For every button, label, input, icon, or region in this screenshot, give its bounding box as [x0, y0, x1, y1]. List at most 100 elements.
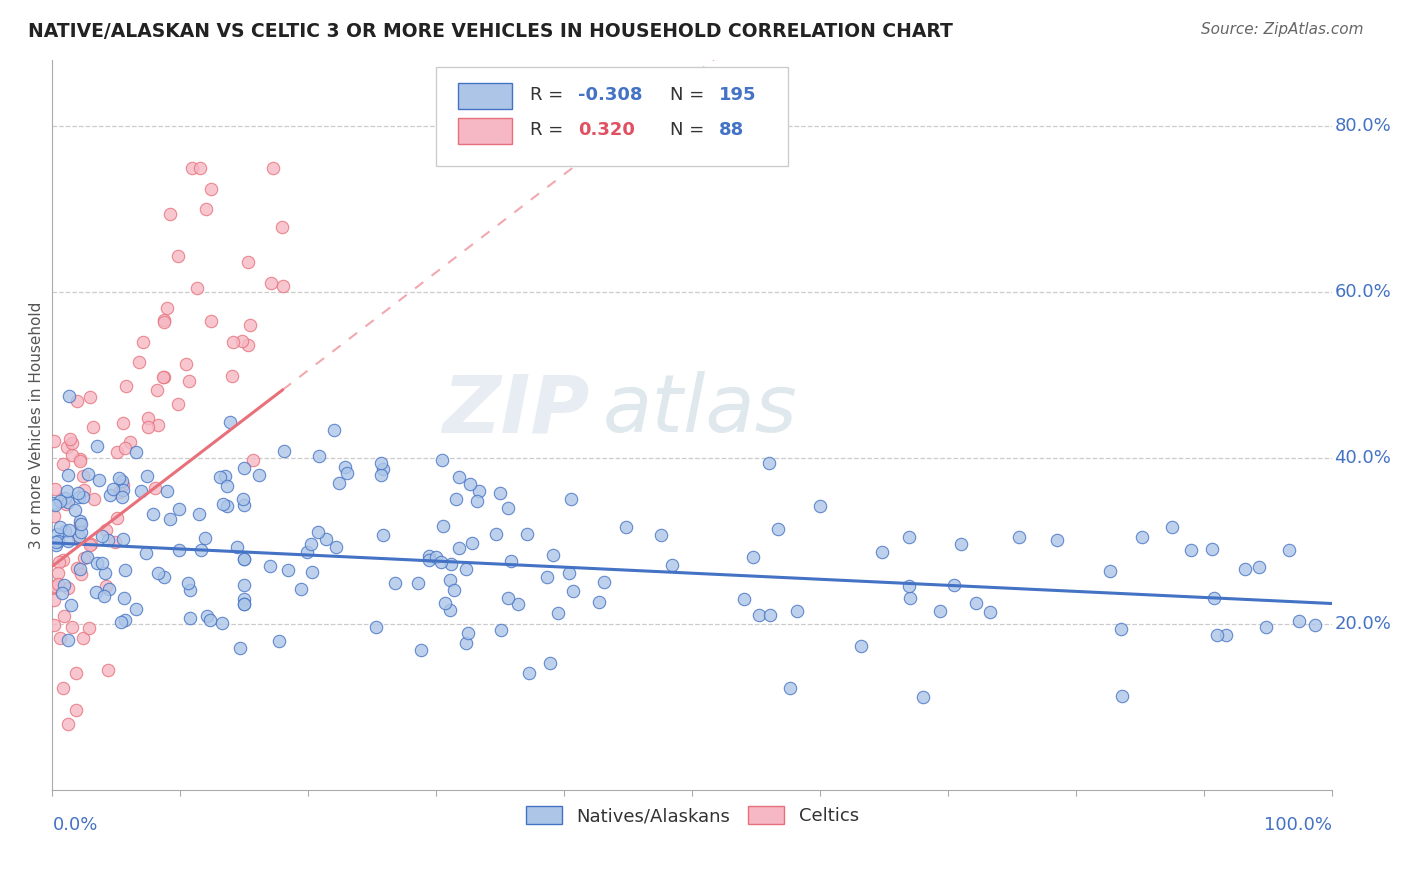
Point	[97, 663, 120, 677]
Point	[498, 591, 520, 606]
Text: R =: R =	[530, 87, 568, 104]
Point	[89, 473, 111, 487]
Point	[46, 577, 69, 591]
Point	[418, 549, 440, 564]
Point	[238, 338, 260, 352]
Point	[211, 615, 233, 630]
FancyBboxPatch shape	[436, 67, 789, 166]
Point	[373, 527, 395, 541]
Point	[538, 656, 561, 670]
Point	[49, 632, 72, 646]
Point	[73, 550, 96, 565]
Point	[142, 508, 165, 522]
Point	[558, 566, 581, 581]
Point	[614, 519, 637, 533]
Point	[217, 479, 239, 493]
Point	[105, 511, 128, 525]
Point	[295, 544, 318, 558]
Point	[111, 491, 134, 505]
Point	[444, 492, 467, 507]
Point	[200, 314, 222, 328]
Point	[181, 161, 204, 175]
Point	[370, 468, 392, 483]
Point	[80, 537, 103, 551]
Point	[233, 577, 256, 591]
Point	[335, 460, 357, 475]
Point	[233, 597, 256, 611]
Point	[233, 597, 256, 611]
Point	[1249, 560, 1271, 574]
Point	[1180, 542, 1202, 557]
Point	[439, 573, 461, 587]
Point	[418, 553, 440, 567]
Point	[45, 534, 67, 549]
Point	[66, 560, 89, 574]
Point	[299, 537, 322, 551]
Point	[1046, 533, 1069, 548]
Point	[1008, 531, 1031, 545]
Text: 60.0%: 60.0%	[1334, 283, 1392, 301]
Point	[366, 620, 388, 634]
Point	[124, 602, 146, 616]
Point	[468, 484, 491, 499]
Point	[83, 491, 105, 506]
Point	[759, 607, 782, 622]
Point	[132, 334, 155, 349]
Point	[128, 355, 150, 369]
Point	[42, 509, 65, 524]
Point	[262, 161, 284, 175]
Point	[56, 495, 79, 509]
Point	[56, 440, 79, 454]
Point	[65, 503, 87, 517]
Point	[159, 207, 181, 221]
Point	[872, 545, 894, 559]
Point	[430, 555, 453, 569]
Point	[225, 540, 247, 554]
Point	[72, 490, 94, 504]
Point	[108, 485, 131, 500]
Point	[277, 563, 299, 577]
Point	[46, 566, 69, 581]
Point	[271, 278, 294, 293]
Point	[454, 636, 477, 650]
Point	[69, 514, 91, 528]
Point	[290, 582, 312, 596]
Point	[315, 532, 337, 546]
Point	[138, 411, 160, 425]
Text: 100.0%: 100.0%	[1264, 816, 1331, 834]
Point	[371, 462, 394, 476]
Point	[111, 483, 134, 497]
Point	[1111, 623, 1133, 637]
Point	[59, 598, 82, 612]
Point	[56, 717, 79, 731]
Point	[129, 483, 152, 498]
Point	[742, 549, 765, 564]
Text: ZIP: ZIP	[443, 371, 589, 450]
Point	[786, 604, 808, 618]
Point	[748, 607, 770, 622]
Point	[219, 416, 242, 430]
Point	[98, 488, 121, 502]
Point	[146, 383, 169, 397]
Point	[51, 586, 73, 600]
Point	[114, 441, 136, 455]
Point	[458, 477, 481, 491]
Point	[211, 497, 233, 511]
Point	[432, 519, 454, 533]
Point	[198, 613, 221, 627]
Point	[271, 220, 294, 235]
Point	[1206, 628, 1229, 642]
Point	[485, 527, 508, 541]
Point	[114, 613, 136, 627]
Text: 0.320: 0.320	[578, 121, 636, 139]
Point	[91, 529, 114, 543]
Point	[1305, 617, 1327, 632]
Text: N =: N =	[671, 87, 710, 104]
Point	[84, 584, 107, 599]
Point	[217, 500, 239, 514]
Point	[105, 445, 128, 459]
Point	[560, 491, 582, 506]
Point	[1160, 520, 1182, 534]
Point	[467, 493, 489, 508]
Text: 0.0%: 0.0%	[52, 816, 98, 834]
